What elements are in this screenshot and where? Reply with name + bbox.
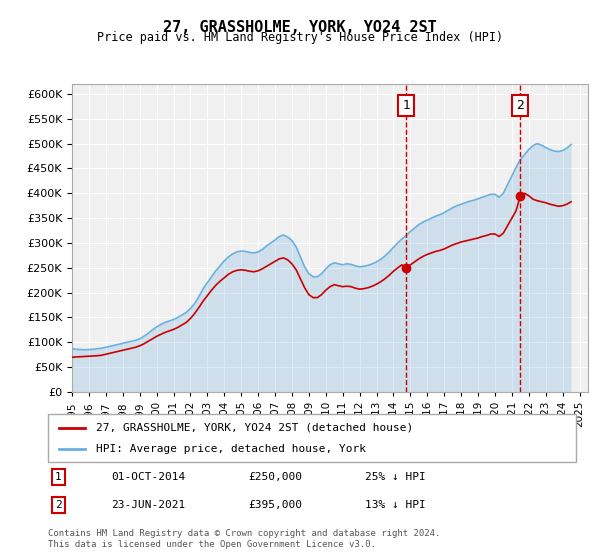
Text: 13% ↓ HPI: 13% ↓ HPI — [365, 500, 425, 510]
Text: 1: 1 — [402, 99, 410, 112]
Text: 25% ↓ HPI: 25% ↓ HPI — [365, 472, 425, 482]
Text: HPI: Average price, detached house, York: HPI: Average price, detached house, York — [95, 444, 365, 454]
Text: 27, GRASSHOLME, YORK, YO24 2ST (detached house): 27, GRASSHOLME, YORK, YO24 2ST (detached… — [95, 423, 413, 433]
Text: £250,000: £250,000 — [248, 472, 302, 482]
Text: 2: 2 — [55, 500, 62, 510]
Text: 1: 1 — [55, 472, 62, 482]
Text: 01-OCT-2014: 01-OCT-2014 — [112, 472, 185, 482]
FancyBboxPatch shape — [48, 414, 576, 462]
Text: 23-JUN-2021: 23-JUN-2021 — [112, 500, 185, 510]
Text: Contains HM Land Registry data © Crown copyright and database right 2024.
This d: Contains HM Land Registry data © Crown c… — [48, 529, 440, 549]
Text: 27, GRASSHOLME, YORK, YO24 2ST: 27, GRASSHOLME, YORK, YO24 2ST — [163, 20, 437, 35]
Text: 2: 2 — [516, 99, 524, 112]
Text: Price paid vs. HM Land Registry's House Price Index (HPI): Price paid vs. HM Land Registry's House … — [97, 31, 503, 44]
Text: £395,000: £395,000 — [248, 500, 302, 510]
